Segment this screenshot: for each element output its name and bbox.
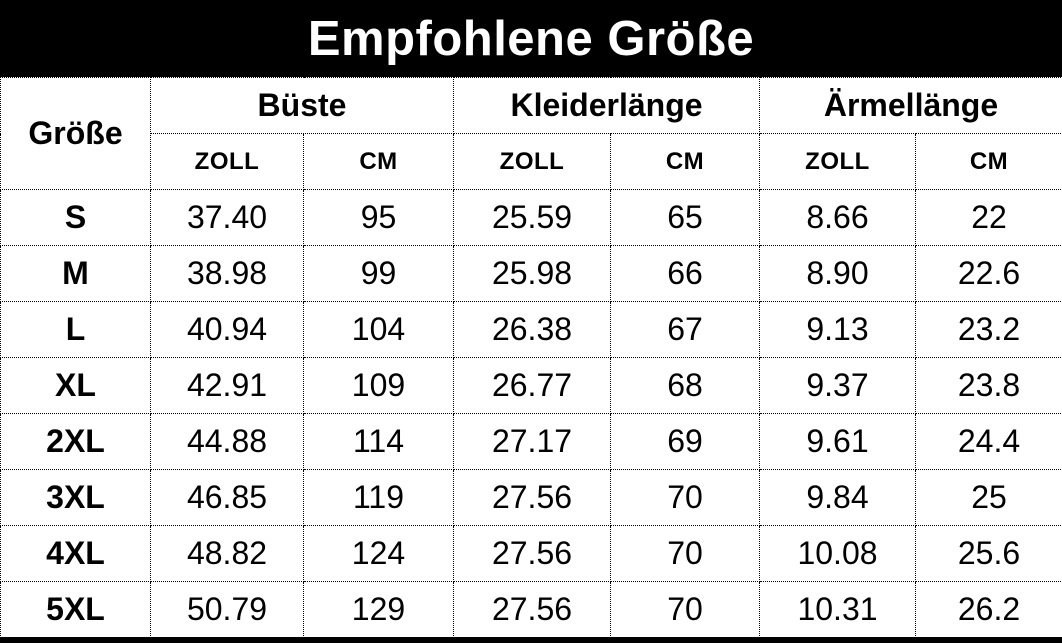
size-cell: 2XL	[0, 413, 151, 470]
value-cell: 25.59	[453, 189, 611, 246]
unit-header-kleiderlaenge-cm: CM	[610, 133, 760, 190]
value-cell: 44.88	[150, 413, 304, 470]
value-cell: 124	[303, 525, 454, 582]
value-cell: 38.98	[150, 245, 304, 302]
group-header-row: Größe Büste Kleiderlänge Ärmellänge	[0, 77, 1062, 190]
value-cell: 129	[303, 581, 454, 638]
group-header-bueste: Büste	[150, 77, 454, 134]
value-cell: 26.38	[453, 301, 611, 358]
size-cell: XL	[0, 357, 151, 414]
value-cell: 8.90	[759, 245, 916, 302]
table-row: XL 42.91 109 26.77 68 9.37 23.8	[0, 357, 1062, 414]
table-row: L 40.94 104 26.38 67 9.13 23.2	[0, 301, 1062, 358]
value-cell: 70	[610, 581, 760, 638]
value-cell: 10.31	[759, 581, 916, 638]
size-chart-table: Größe Büste Kleiderlänge Ärmellänge ZOLL…	[0, 77, 1062, 638]
value-cell: 42.91	[150, 357, 304, 414]
size-cell: L	[0, 301, 151, 358]
value-cell: 99	[303, 245, 454, 302]
group-header-aermellaenge: Ärmellänge	[759, 77, 1062, 134]
value-cell: 9.37	[759, 357, 916, 414]
value-cell: 27.17	[453, 413, 611, 470]
unit-header-bueste-zoll: ZOLL	[150, 133, 304, 190]
value-cell: 22.6	[915, 245, 1062, 302]
table-row: M 38.98 99 25.98 66 8.90 22.6	[0, 245, 1062, 302]
size-cell: S	[0, 189, 151, 246]
value-cell: 119	[303, 469, 454, 526]
value-cell: 10.08	[759, 525, 916, 582]
value-cell: 69	[610, 413, 760, 470]
unit-header-kleiderlaenge-zoll: ZOLL	[453, 133, 611, 190]
value-cell: 9.13	[759, 301, 916, 358]
value-cell: 70	[610, 469, 760, 526]
value-cell: 26.2	[915, 581, 1062, 638]
value-cell: 50.79	[150, 581, 304, 638]
value-cell: 40.94	[150, 301, 304, 358]
value-cell: 9.61	[759, 413, 916, 470]
table-row: S 37.40 95 25.59 65 8.66 22	[0, 189, 1062, 246]
value-cell: 48.82	[150, 525, 304, 582]
bottom-black-strip	[0, 637, 1062, 643]
table-row: 2XL 44.88 114 27.17 69 9.61 24.4	[0, 413, 1062, 470]
value-cell: 68	[610, 357, 760, 414]
group-header-kleiderlaenge: Kleiderlänge	[453, 77, 760, 134]
chart-title-bar: Empfohlene Größe	[0, 0, 1062, 77]
value-cell: 114	[303, 413, 454, 470]
table-row: 4XL 48.82 124 27.56 70 10.08 25.6	[0, 525, 1062, 582]
value-cell: 22	[915, 189, 1062, 246]
size-cell: 3XL	[0, 469, 151, 526]
value-cell: 65	[610, 189, 760, 246]
unit-header-row: ZOLL CM ZOLL CM ZOLL CM	[1, 133, 1062, 190]
value-cell: 104	[303, 301, 454, 358]
value-cell: 37.40	[150, 189, 304, 246]
value-cell: 8.66	[759, 189, 916, 246]
size-cell: 4XL	[0, 525, 151, 582]
value-cell: 27.56	[453, 469, 611, 526]
value-cell: 70	[610, 525, 760, 582]
value-cell: 23.8	[915, 357, 1062, 414]
value-cell: 67	[610, 301, 760, 358]
table-row: 3XL 46.85 119 27.56 70 9.84 25	[0, 469, 1062, 526]
value-cell: 25	[915, 469, 1062, 526]
page-title: Empfohlene Größe	[307, 11, 755, 66]
unit-header-bueste-cm: CM	[303, 133, 454, 190]
value-cell: 46.85	[150, 469, 304, 526]
value-cell: 25.6	[915, 525, 1062, 582]
value-cell: 95	[303, 189, 454, 246]
value-cell: 27.56	[453, 525, 611, 582]
size-cell: 5XL	[0, 581, 151, 638]
size-cell: M	[0, 245, 151, 302]
value-cell: 109	[303, 357, 454, 414]
value-cell: 66	[610, 245, 760, 302]
value-cell: 23.2	[915, 301, 1062, 358]
value-cell: 9.84	[759, 469, 916, 526]
corner-header-groesse: Größe	[0, 77, 151, 190]
value-cell: 25.98	[453, 245, 611, 302]
value-cell: 27.56	[453, 581, 611, 638]
value-cell: 24.4	[915, 413, 1062, 470]
table-row: 5XL 50.79 129 27.56 70 10.31 26.2	[0, 581, 1062, 638]
unit-header-aermellaenge-zoll: ZOLL	[759, 133, 916, 190]
value-cell: 26.77	[453, 357, 611, 414]
unit-header-aermellaenge-cm: CM	[915, 133, 1062, 190]
